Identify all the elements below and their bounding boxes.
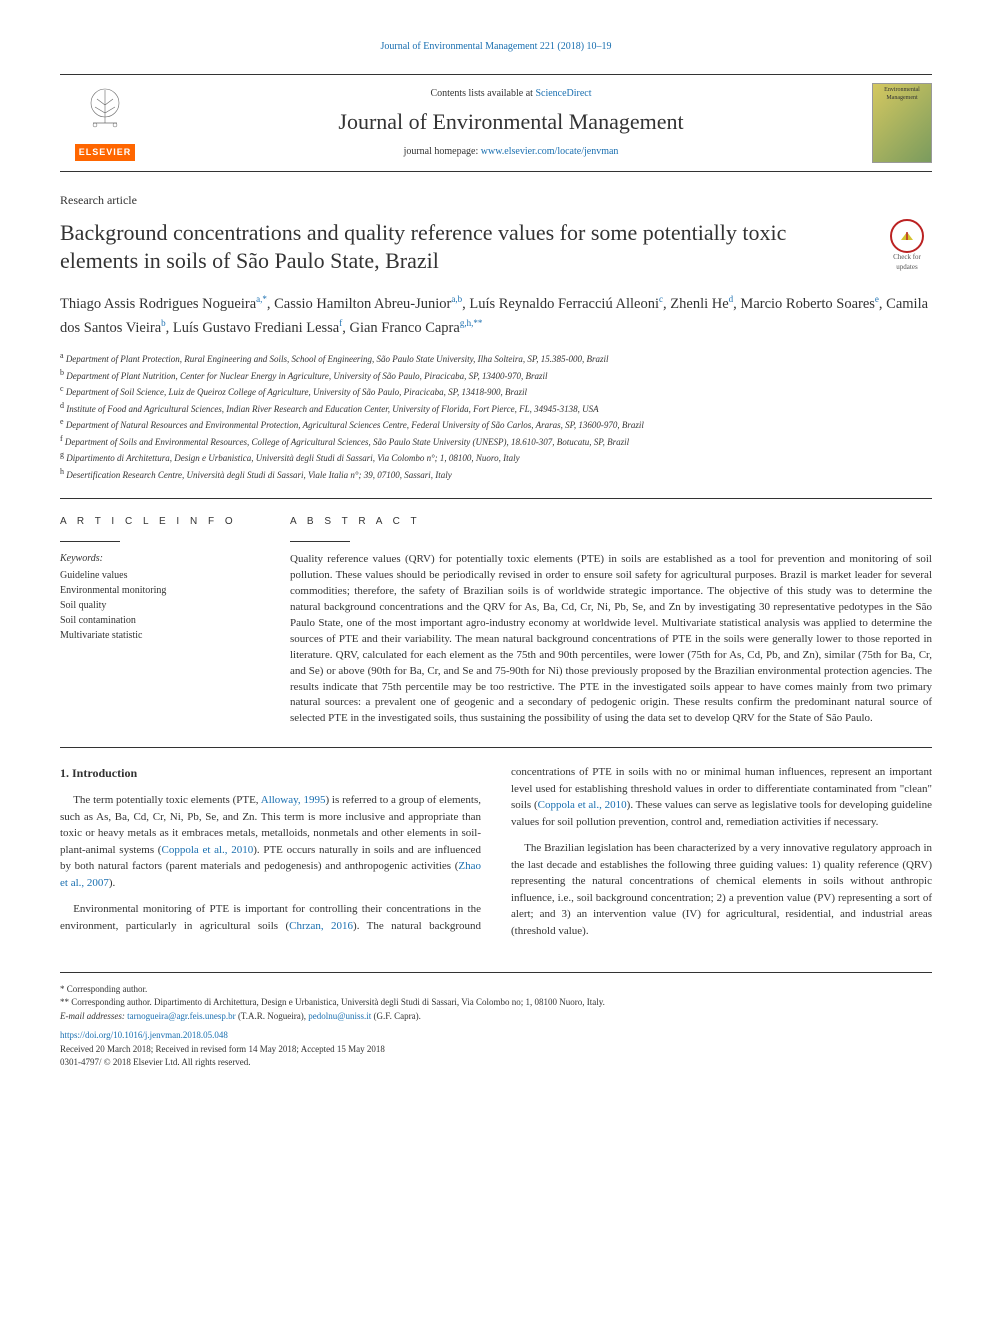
email-link[interactable]: pedolnu@uniss.it xyxy=(308,1011,371,1021)
affiliation-item: b Department of Plant Nutrition, Center … xyxy=(60,367,932,384)
emails-label: E-mail addresses: xyxy=(60,1011,127,1021)
affiliation-item: h Desertification Research Centre, Unive… xyxy=(60,466,932,483)
citation-link[interactable]: Coppola et al., 2010 xyxy=(161,844,253,856)
publisher-name: ELSEVIER xyxy=(75,144,136,161)
affiliation-item: g Dipartimento di Architettura, Design e… xyxy=(60,449,932,466)
affiliation-item: f Department of Soils and Environmental … xyxy=(60,433,932,450)
homepage-prefix: journal homepage: xyxy=(404,146,481,157)
contents-prefix: Contents lists available at xyxy=(430,88,535,99)
keyword-item: Guideline values xyxy=(60,568,260,583)
body-paragraph: The Brazilian legislation has been chara… xyxy=(511,840,932,939)
corresponding-note: ** Corresponding author. Dipartimento di… xyxy=(60,996,932,1010)
author-list: Thiago Assis Rodrigues Nogueiraa,*, Cass… xyxy=(60,292,932,340)
article-type: Research article xyxy=(60,192,932,209)
corresponding-note: * Corresponding author. xyxy=(60,983,932,997)
keyword-item: Soil contamination xyxy=(60,613,260,628)
section-title: Introduction xyxy=(72,766,137,780)
text-span: ). xyxy=(109,877,115,889)
affiliation-item: d Institute of Food and Agricultural Sci… xyxy=(60,400,932,417)
keywords-list: Guideline valuesEnvironmental monitoring… xyxy=(60,568,260,643)
email-link[interactable]: tarnogueira@agr.feis.unesp.br xyxy=(127,1011,236,1021)
divider xyxy=(60,541,120,542)
affiliation-item: a Department of Plant Protection, Rural … xyxy=(60,350,932,367)
publisher-logo[interactable]: ELSEVIER xyxy=(60,85,150,161)
email-line: E-mail addresses: tarnogueira@agr.feis.u… xyxy=(60,1010,932,1024)
affiliation-item: c Department of Soil Science, Luiz de Qu… xyxy=(60,383,932,400)
citation-link[interactable]: Alloway, 1995 xyxy=(261,794,326,806)
keyword-item: Environmental monitoring xyxy=(60,583,260,598)
body-text: 1. Introduction The term potentially tox… xyxy=(60,764,932,942)
copyright-line: 0301-4797/ © 2018 Elsevier Ltd. All righ… xyxy=(60,1056,932,1070)
received-line: Received 20 March 2018; Received in revi… xyxy=(60,1043,932,1057)
cover-text: Environmental Management xyxy=(884,87,920,101)
check-updates-label: Check for updates xyxy=(882,253,932,273)
elsevier-tree-icon xyxy=(60,85,150,142)
info-abstract-row: A R T I C L E I N F O Keywords: Guidelin… xyxy=(60,515,932,727)
divider xyxy=(60,498,932,499)
abstract-heading: A B S T R A C T xyxy=(290,515,932,529)
section-number: 1. xyxy=(60,766,69,780)
article-title: Background concentrations and quality re… xyxy=(60,219,862,276)
journal-cover-thumb[interactable]: Environmental Management xyxy=(872,83,932,163)
affiliation-item: e Department of Natural Resources and En… xyxy=(60,416,932,433)
article-info-col: A R T I C L E I N F O Keywords: Guidelin… xyxy=(60,515,260,727)
title-row: Background concentrations and quality re… xyxy=(60,219,932,276)
text-span: The term potentially toxic elements (PTE… xyxy=(73,794,261,806)
abstract-text: Quality reference values (QRV) for poten… xyxy=(290,552,932,727)
article-info-heading: A R T I C L E I N F O xyxy=(60,515,260,529)
citation-link[interactable]: Journal of Environmental Management 221 … xyxy=(380,41,611,52)
homepage-line: journal homepage: www.elsevier.com/locat… xyxy=(150,145,872,159)
citation-header: Journal of Environmental Management 221 … xyxy=(60,40,932,54)
divider xyxy=(290,541,350,542)
homepage-link[interactable]: www.elsevier.com/locate/jenvman xyxy=(481,146,619,157)
affiliation-list: a Department of Plant Protection, Rural … xyxy=(60,350,932,482)
header-center: Contents lists available at ScienceDirec… xyxy=(150,87,872,160)
section-heading: 1. Introduction xyxy=(60,764,481,782)
page-footer: * Corresponding author. ** Corresponding… xyxy=(60,972,932,1070)
keyword-item: Multivariate statistic xyxy=(60,628,260,643)
citation-link[interactable]: Chrzan, 2016 xyxy=(289,920,353,932)
journal-header: ELSEVIER Contents lists available at Sci… xyxy=(60,74,932,172)
sciencedirect-link[interactable]: ScienceDirect xyxy=(535,88,591,99)
email-attr: (T.A.R. Nogueira), xyxy=(236,1011,309,1021)
keyword-item: Soil quality xyxy=(60,598,260,613)
abstract-col: A B S T R A C T Quality reference values… xyxy=(290,515,932,727)
keywords-label: Keywords: xyxy=(60,552,260,566)
citation-link[interactable]: Coppola et al., 2010 xyxy=(538,799,627,811)
divider xyxy=(60,747,932,748)
doi-link[interactable]: https://doi.org/10.1016/j.jenvman.2018.0… xyxy=(60,1029,932,1043)
crossmark-badge[interactable]: Check for updates xyxy=(882,219,932,273)
journal-name: Journal of Environmental Management xyxy=(150,107,872,138)
body-paragraph: The term potentially toxic elements (PTE… xyxy=(60,792,481,891)
check-updates-icon xyxy=(890,219,924,253)
contents-line: Contents lists available at ScienceDirec… xyxy=(150,87,872,101)
email-attr: (G.F. Capra). xyxy=(371,1011,421,1021)
